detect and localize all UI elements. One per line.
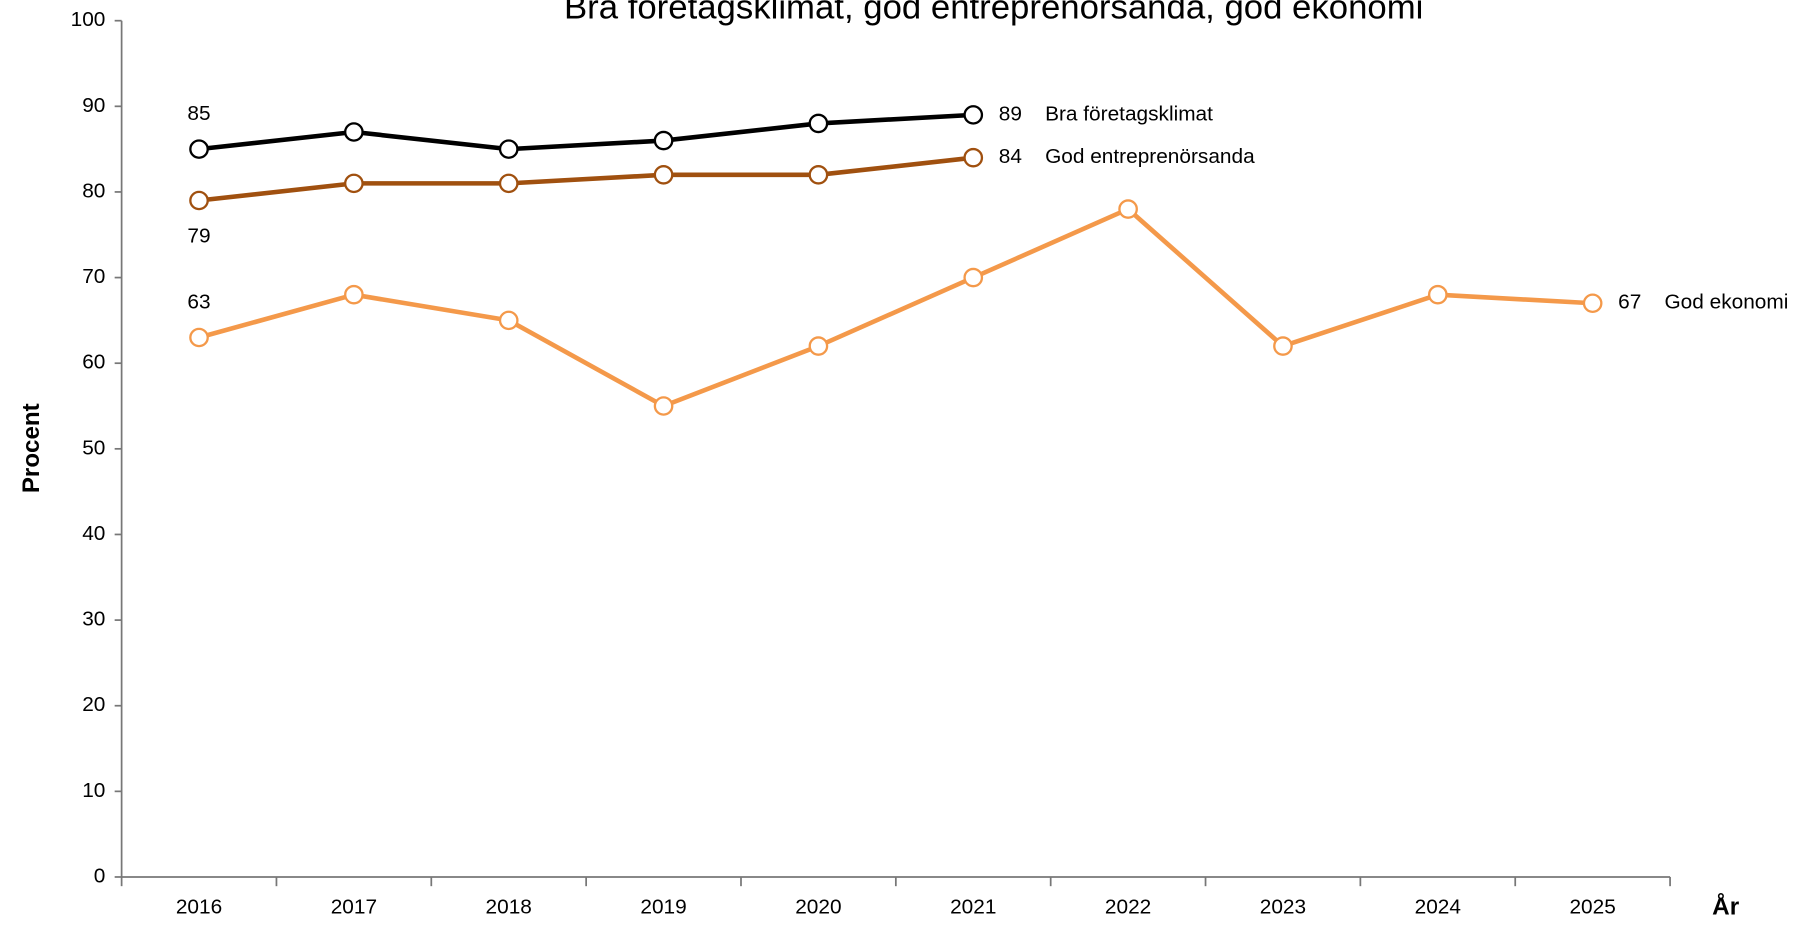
y-tick-label: 60 (82, 351, 105, 374)
data-label: 85 (187, 102, 210, 125)
x-tick-label: 2021 (950, 896, 996, 919)
marker (344, 173, 364, 194)
data-label: 89 (999, 102, 1022, 125)
marker (189, 139, 209, 159)
series-line (198, 112, 974, 152)
series-line (198, 206, 1593, 409)
data-label: 67 (1618, 291, 1641, 314)
marker (498, 310, 519, 331)
marker (808, 113, 829, 134)
x-tick-label: 2024 (1415, 896, 1461, 919)
legend-label: God entreprenörsanda (1045, 145, 1255, 168)
marker (653, 165, 674, 185)
data-label: 79 (187, 225, 210, 248)
x-tick-label: 2020 (795, 896, 841, 919)
x-tick-label: 2025 (1569, 896, 1615, 919)
marker (963, 147, 984, 168)
marker (189, 190, 209, 211)
x-tick-label: 2023 (1260, 896, 1306, 919)
series-line (198, 155, 974, 203)
x-axis-label: År (1712, 892, 1740, 920)
marker (344, 122, 364, 142)
y-axis-label: Procent (18, 403, 45, 493)
marker (1427, 284, 1448, 305)
marker (963, 105, 984, 125)
legend-label: Bra företagsklimat (1045, 102, 1213, 125)
y-tick-label: 20 (82, 693, 105, 716)
marker (963, 267, 984, 288)
data-label: 84 (999, 145, 1022, 168)
marker (1273, 336, 1293, 356)
marker (653, 396, 674, 416)
y-tick-label: 80 (82, 179, 105, 202)
chart-title: Bra företagsklimat, god entreprenörsanda… (564, 0, 1423, 26)
y-tick-label: 0 (94, 865, 106, 888)
y-tick-label: 50 (82, 436, 105, 459)
x-tick-label: 2017 (331, 896, 377, 919)
marker (498, 139, 519, 159)
x-tick-label: 2016 (176, 896, 222, 919)
marker (344, 284, 364, 305)
marker (1118, 199, 1138, 219)
y-tick-label: 10 (82, 779, 105, 802)
marker (808, 165, 829, 185)
y-tick-label: 70 (82, 265, 105, 288)
data-label: 63 (187, 291, 210, 314)
y-tick-label: 30 (82, 608, 105, 631)
x-tick-label: 2022 (1105, 896, 1151, 919)
marker (653, 130, 674, 151)
marker (498, 173, 519, 194)
marker (1582, 293, 1603, 314)
legend-label: God ekonomi (1664, 291, 1788, 314)
y-tick-label: 100 (71, 8, 106, 31)
y-tick-label: 40 (82, 522, 105, 545)
x-tick-label: 2018 (486, 896, 532, 919)
marker (189, 327, 209, 348)
marker (808, 336, 829, 356)
x-tick-label: 2019 (640, 896, 686, 919)
y-tick-label: 90 (82, 94, 105, 117)
